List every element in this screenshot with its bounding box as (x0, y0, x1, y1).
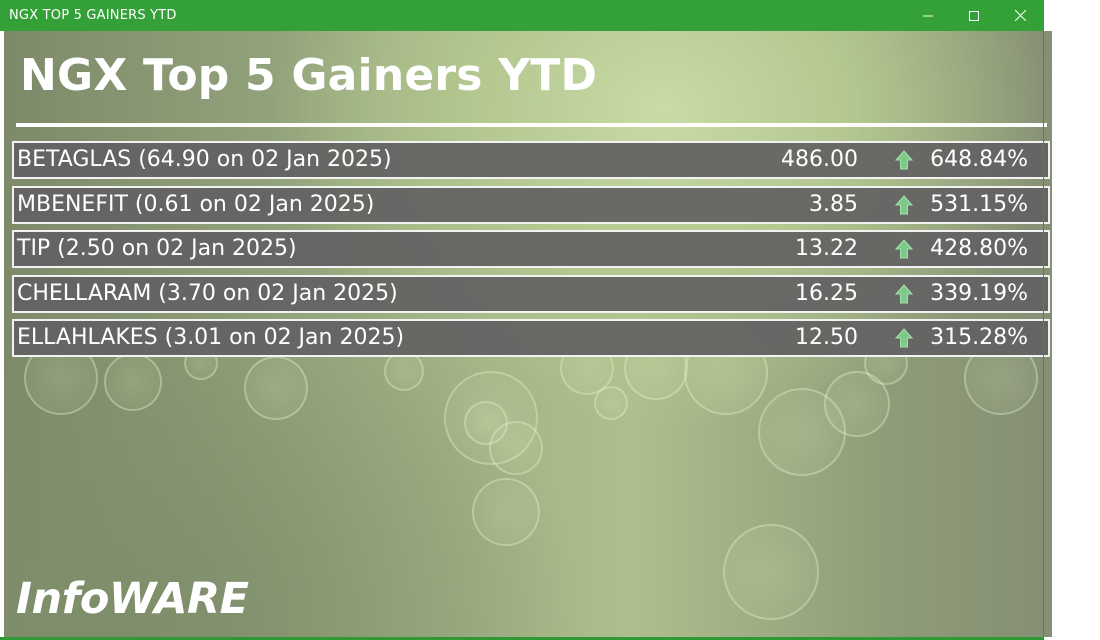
minimize-button[interactable] (905, 0, 951, 31)
minimize-icon (923, 15, 933, 16)
gainers-list: BETAGLAS (64.90 on 02 Jan 2025) 486.00 6… (12, 141, 1050, 364)
stock-label: MBENEFIT (0.61 on 02 Jan 2025) (17, 191, 375, 217)
stock-change: 428.80% (930, 236, 1028, 261)
window-right-edge (1043, 31, 1044, 639)
window-left-edge (0, 31, 4, 640)
up-arrow-icon (895, 194, 913, 214)
list-item[interactable]: MBENEFIT (0.61 on 02 Jan 2025) 3.85 531.… (12, 185, 1050, 224)
stock-label: BETAGLAS (64.90 on 02 Jan 2025) (17, 147, 392, 172)
stock-change: 648.84% (930, 147, 1028, 172)
stock-label: TIP (2.50 on 02 Jan 2025) (17, 236, 297, 261)
title-divider (16, 123, 1047, 127)
stock-label: ELLAHLAKES (3.01 on 02 Jan 2025) (17, 325, 405, 350)
maximize-button[interactable] (951, 0, 997, 31)
list-item[interactable]: ELLAHLAKES (3.01 on 02 Jan 2025) 12.50 3… (12, 319, 1050, 357)
up-arrow-icon (895, 150, 913, 170)
up-arrow-icon (895, 239, 913, 259)
stock-price: 3.85 (809, 191, 858, 217)
stock-price: 16.25 (795, 280, 858, 306)
bokeh-circle (244, 356, 308, 420)
brand-logo-text: InfoWARE (16, 574, 249, 624)
up-arrow-icon (895, 328, 913, 348)
bokeh-circle (594, 386, 628, 420)
page-title: NGX Top 5 Gainers YTD (20, 50, 598, 101)
window-bottom-edge (0, 637, 1044, 640)
close-button[interactable] (997, 0, 1043, 31)
stock-label: CHELLARAM (3.70 on 02 Jan 2025) (17, 280, 398, 306)
list-item[interactable]: TIP (2.50 on 02 Jan 2025) 13.22 428.80% (12, 230, 1050, 268)
stock-price: 12.50 (795, 325, 858, 350)
bokeh-circle (104, 353, 162, 411)
list-item[interactable]: CHELLARAM (3.70 on 02 Jan 2025) 16.25 33… (12, 274, 1050, 313)
list-item[interactable]: BETAGLAS (64.90 on 02 Jan 2025) 486.00 6… (12, 141, 1050, 179)
title-bar[interactable]: NGX TOP 5 GAINERS YTD (0, 0, 1044, 31)
maximize-icon (969, 10, 979, 21)
up-arrow-icon (895, 283, 913, 303)
bokeh-circle (723, 524, 819, 620)
stock-change: 315.28% (930, 325, 1028, 350)
stock-price: 13.22 (795, 236, 858, 261)
bokeh-circle (489, 421, 543, 475)
bokeh-circle (472, 478, 540, 546)
app-window: NGX TOP 5 GAINERS YTD (0, 0, 1052, 640)
close-icon (1014, 10, 1026, 21)
stock-price: 486.00 (781, 147, 858, 172)
window-title: NGX TOP 5 GAINERS YTD (9, 8, 177, 23)
stock-change: 339.19% (930, 280, 1028, 306)
stock-change: 531.15% (930, 191, 1028, 217)
